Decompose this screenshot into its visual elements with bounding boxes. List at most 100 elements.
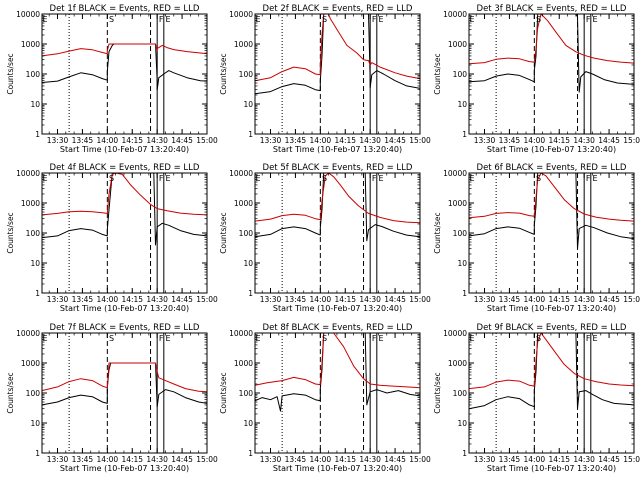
x-tick-label: 14:45	[384, 455, 406, 464]
event-marker: F	[372, 174, 377, 183]
y-tick-label: 100	[26, 70, 41, 79]
y-axis-label: Counts/sec	[433, 372, 442, 413]
x-tick-label: 13:45	[72, 136, 94, 145]
x-tick-label: 14:00	[524, 136, 546, 145]
y-tick-label: 10	[243, 419, 253, 428]
x-tick-label: 14:15	[334, 455, 356, 464]
x-tick-label: 15:00	[409, 455, 431, 464]
y-tick-label: 10000	[16, 169, 40, 178]
y-tick-label: 1000	[448, 199, 467, 208]
y-tick-label: 1000	[21, 199, 40, 208]
y-tick-label: 1	[462, 449, 467, 458]
y-tick-label: 1000	[448, 40, 467, 49]
event-marker: E	[378, 334, 383, 343]
series-line	[468, 332, 635, 390]
panel: Det 2f BLACK = Events, RED = LLD 1 10 100 10…	[219, 4, 431, 154]
x-axis-label: Start Time (10-Feb-07 13:20:40)	[60, 304, 189, 313]
x-tick-label: 14:30	[573, 295, 595, 304]
y-tick-label: 10	[30, 100, 40, 109]
x-tick-label: 14:15	[548, 295, 570, 304]
x-tick-label: 14:45	[171, 136, 193, 145]
event-marker: S	[536, 174, 541, 183]
y-tick-label: 10000	[16, 10, 40, 19]
event-marker: S	[322, 174, 327, 183]
event-marker: F	[372, 15, 377, 24]
y-tick-label: 10000	[443, 329, 467, 338]
panel-title: Det 2f BLACK = Events, RED = LLD	[263, 4, 413, 14]
x-tick-label: 15:00	[196, 295, 218, 304]
panel: Det 4f BLACK = Events, RED = LLD 1 10 100 10…	[6, 163, 218, 313]
x-axis-label: Start Time (10-Feb-07 13:20:40)	[487, 464, 616, 473]
panel-title: Det 3f BLACK = Events, RED = LLD	[477, 4, 627, 14]
panel: Det 7f BLACK = Events, RED = LLD 1 10 100 10…	[6, 323, 218, 473]
panel: Det 9f BLACK = Events, RED = LLD 1 10 100 10…	[433, 323, 640, 473]
event-marker: F	[159, 15, 164, 24]
x-tick-label: 14:15	[334, 295, 356, 304]
x-tick-label: 14:00	[310, 295, 332, 304]
y-tick-label: 10000	[443, 10, 467, 19]
panel-title: Det 5f BLACK = Events, RED = LLD	[263, 163, 413, 173]
panel-title: Det 8f BLACK = Events, RED = LLD	[263, 323, 413, 333]
y-axis-label: Counts/sec	[433, 53, 442, 94]
x-tick-label: 14:15	[121, 295, 143, 304]
plot-frame	[254, 13, 421, 135]
y-tick-label: 100	[453, 70, 468, 79]
x-tick-label: 13:45	[285, 455, 307, 464]
event-marker: S	[536, 334, 541, 343]
x-tick-label: 14:15	[121, 455, 143, 464]
x-tick-label: 14:00	[97, 136, 119, 145]
x-tick-label: 14:45	[598, 136, 620, 145]
x-tick-label: 14:00	[524, 295, 546, 304]
y-tick-label: 10	[457, 100, 467, 109]
x-tick-label: 13:30	[474, 455, 496, 464]
event-marker: F	[586, 334, 591, 343]
series-line	[41, 172, 208, 246]
y-tick-label: 10000	[229, 10, 253, 19]
y-tick-label: 1000	[234, 40, 253, 49]
x-tick-label: 13:45	[72, 295, 94, 304]
y-tick-label: 1	[248, 130, 253, 139]
plot-frame	[468, 13, 635, 135]
x-axis-label: Start Time (10-Feb-07 13:20:40)	[487, 145, 616, 154]
y-axis-label: Counts/sec	[433, 212, 442, 253]
x-tick-label: 13:45	[499, 295, 521, 304]
x-tick-label: 14:00	[97, 455, 119, 464]
x-tick-label: 13:30	[47, 136, 69, 145]
x-tick-label: 14:30	[359, 136, 381, 145]
event-marker: S	[109, 174, 114, 183]
event-marker: E	[378, 15, 383, 24]
y-tick-label: 10	[243, 259, 253, 268]
event-marker: S	[536, 15, 541, 24]
event-marker: E	[470, 15, 475, 24]
y-tick-label: 100	[453, 389, 468, 398]
y-tick-label: 1	[35, 130, 40, 139]
y-tick-label: 10	[457, 419, 467, 428]
x-tick-label: 14:30	[573, 455, 595, 464]
y-tick-label: 1000	[234, 199, 253, 208]
x-tick-label: 14:00	[310, 455, 332, 464]
panel: Det 8f BLACK = Events, RED = LLD 1 10 100 10…	[219, 323, 431, 473]
y-axis-label: Counts/sec	[219, 53, 228, 94]
event-marker: F	[372, 334, 377, 343]
event-marker: E	[165, 174, 170, 183]
x-tick-label: 13:45	[499, 455, 521, 464]
x-tick-label: 13:45	[499, 136, 521, 145]
event-marker: S	[109, 15, 114, 24]
x-tick-label: 14:00	[310, 136, 332, 145]
x-tick-label: 14:15	[121, 136, 143, 145]
event-marker: F	[159, 174, 164, 183]
event-marker: E	[592, 334, 597, 343]
series-line	[468, 332, 635, 410]
y-tick-label: 10000	[229, 169, 253, 178]
x-tick-label: 14:30	[146, 455, 168, 464]
x-tick-label: 13:45	[285, 295, 307, 304]
y-tick-label: 1	[462, 289, 467, 298]
x-tick-label: 15:00	[409, 295, 431, 304]
plot-frame	[41, 172, 208, 294]
x-tick-label: 14:45	[384, 136, 406, 145]
x-tick-label: 14:45	[598, 455, 620, 464]
x-axis-label: Start Time (10-Feb-07 13:20:40)	[487, 304, 616, 313]
y-tick-label: 1000	[21, 40, 40, 49]
panel: Det 5f BLACK = Events, RED = LLD 1 10 100 10…	[219, 163, 431, 313]
y-tick-label: 10	[243, 100, 253, 109]
